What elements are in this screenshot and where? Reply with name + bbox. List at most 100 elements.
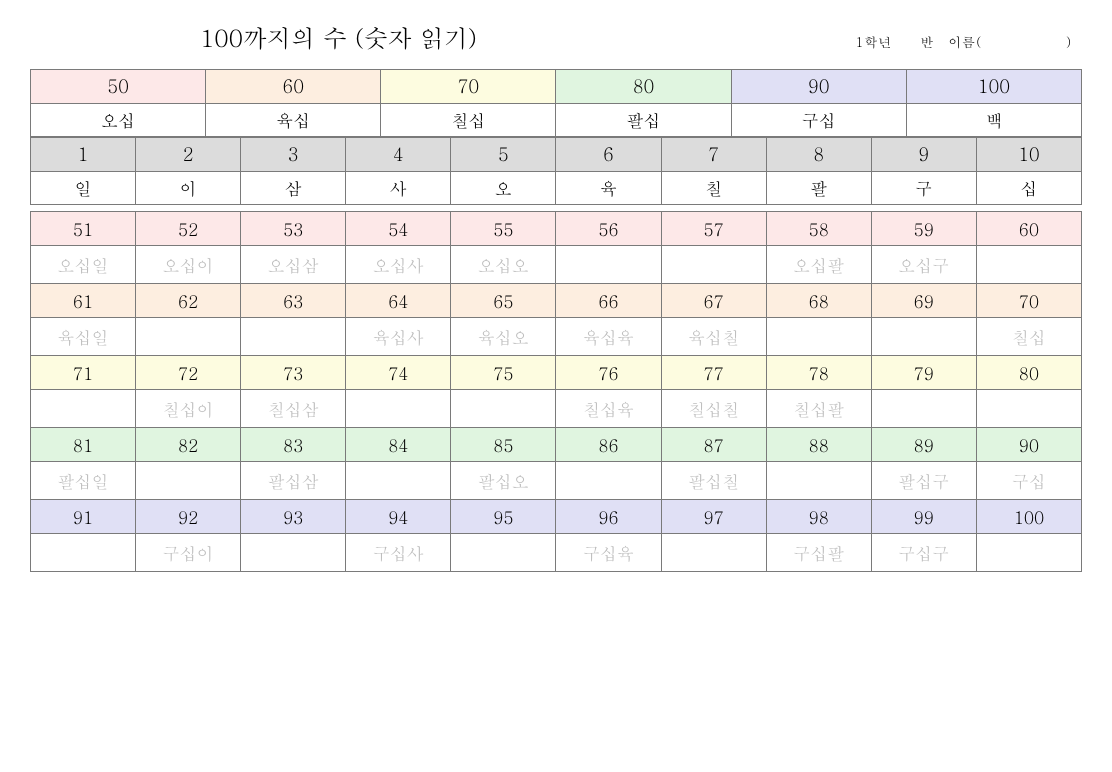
ones-word: 일 (31, 172, 136, 205)
grid-number: 96 (556, 500, 661, 534)
grid-number: 86 (556, 428, 661, 462)
ones-word: 육 (556, 172, 661, 205)
grid-word: 오십사 (346, 246, 451, 284)
tens-word: 육십 (206, 104, 381, 137)
grid-number: 69 (871, 284, 976, 318)
ones-number: 2 (136, 138, 241, 172)
grid-word (136, 318, 241, 356)
grid-word (451, 390, 556, 428)
grid-number: 88 (766, 428, 871, 462)
grid-word (976, 390, 1081, 428)
ones-number: 6 (556, 138, 661, 172)
grid-number: 72 (136, 356, 241, 390)
grid-word: 칠십육 (556, 390, 661, 428)
grid-word (661, 246, 766, 284)
grid-word: 육십육 (556, 318, 661, 356)
grid-word (556, 462, 661, 500)
worksheet-table: 5060708090100오십육십칠십팔십구십백12345678910일이삼사오… (30, 69, 1082, 572)
grid-number: 64 (346, 284, 451, 318)
grid-word: 팔십칠 (661, 462, 766, 500)
grid-number: 51 (31, 212, 136, 246)
grid-number: 57 (661, 212, 766, 246)
grid-word: 구십 (976, 462, 1081, 500)
grid-word: 팔십일 (31, 462, 136, 500)
grid-number: 70 (976, 284, 1081, 318)
grid-word: 오십일 (31, 246, 136, 284)
grid-number: 82 (136, 428, 241, 462)
grid-number: 74 (346, 356, 451, 390)
grid-word: 칠십칠 (661, 390, 766, 428)
grid-word (451, 534, 556, 572)
grid-number: 92 (136, 500, 241, 534)
ones-number: 1 (31, 138, 136, 172)
ones-word: 칠 (661, 172, 766, 205)
grid-word (136, 462, 241, 500)
grid-word (31, 534, 136, 572)
grid-word (871, 318, 976, 356)
grid-word: 육십사 (346, 318, 451, 356)
grid-number: 52 (136, 212, 241, 246)
grid-word: 구십팔 (766, 534, 871, 572)
grid-number: 60 (976, 212, 1081, 246)
ones-word: 이 (136, 172, 241, 205)
grid-number: 53 (241, 212, 346, 246)
grid-word (661, 534, 766, 572)
ones-number: 5 (451, 138, 556, 172)
grid-number: 75 (451, 356, 556, 390)
grid-number: 59 (871, 212, 976, 246)
grid-number: 94 (346, 500, 451, 534)
grid-number: 89 (871, 428, 976, 462)
grid-word: 칠십팔 (766, 390, 871, 428)
tens-word: 구십 (731, 104, 906, 137)
grid-number: 80 (976, 356, 1081, 390)
grid-word: 오십팔 (766, 246, 871, 284)
grid-word: 칠십 (976, 318, 1081, 356)
grid-number: 87 (661, 428, 766, 462)
grid-word: 구십사 (346, 534, 451, 572)
grid-number: 67 (661, 284, 766, 318)
grid-number: 90 (976, 428, 1081, 462)
grid-word: 육십칠 (661, 318, 766, 356)
grid-word: 구십구 (871, 534, 976, 572)
grid-number: 78 (766, 356, 871, 390)
grid-word (346, 462, 451, 500)
grid-number: 93 (241, 500, 346, 534)
ones-word: 구 (871, 172, 976, 205)
grid-number: 68 (766, 284, 871, 318)
grid-number: 99 (871, 500, 976, 534)
tens-number: 50 (31, 70, 206, 104)
grid-number: 84 (346, 428, 451, 462)
tens-number: 70 (381, 70, 556, 104)
grid-number: 91 (31, 500, 136, 534)
grid-number: 100 (976, 500, 1081, 534)
grid-word (31, 390, 136, 428)
grid-word (241, 534, 346, 572)
tens-word: 백 (906, 104, 1081, 137)
grid-number: 73 (241, 356, 346, 390)
grid-number: 95 (451, 500, 556, 534)
grid-word (976, 534, 1081, 572)
ones-word: 삼 (241, 172, 346, 205)
grid-number: 66 (556, 284, 661, 318)
grid-number: 62 (136, 284, 241, 318)
student-info: 1학년 반 이름( ) (855, 32, 1072, 51)
grid-word: 팔십오 (451, 462, 556, 500)
grid-word: 오십이 (136, 246, 241, 284)
grid-word: 구십이 (136, 534, 241, 572)
grid-number: 77 (661, 356, 766, 390)
grid-number: 55 (451, 212, 556, 246)
grid-number: 76 (556, 356, 661, 390)
grid-number: 71 (31, 356, 136, 390)
grid-number: 56 (556, 212, 661, 246)
grid-number: 81 (31, 428, 136, 462)
grid-word: 오십오 (451, 246, 556, 284)
tens-number: 60 (206, 70, 381, 104)
grid-word: 팔십구 (871, 462, 976, 500)
grid-word: 오십구 (871, 246, 976, 284)
grid-word (871, 390, 976, 428)
grid-number: 85 (451, 428, 556, 462)
tens-number: 90 (731, 70, 906, 104)
grid-word (346, 390, 451, 428)
grid-word: 칠십삼 (241, 390, 346, 428)
grid-number: 97 (661, 500, 766, 534)
